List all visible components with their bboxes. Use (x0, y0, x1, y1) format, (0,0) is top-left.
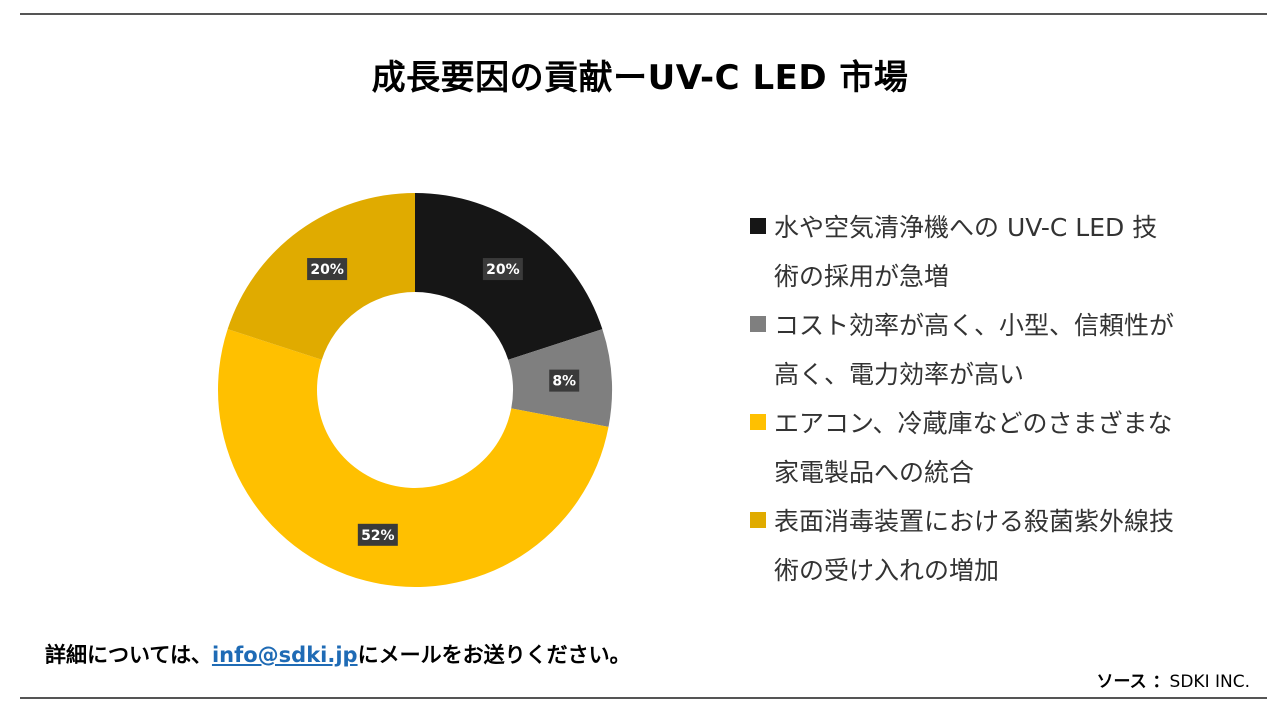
contact-note-prefix: 詳細については、 (45, 643, 212, 667)
chart-legend: 水や空気清浄機への UV-C LED 技 術の採用が急増 コスト効率が高く、小型… (750, 203, 1230, 595)
contact-note-suffix: にメールをお送りください。 (357, 643, 631, 667)
slice-data-label: 52% (357, 523, 398, 546)
legend-swatch (750, 414, 766, 430)
legend-label-line: 術の採用が急増 (774, 262, 950, 291)
legend-swatch (750, 316, 766, 332)
slice-label-background (357, 523, 398, 546)
slice-label-text: 20% (486, 262, 520, 278)
contact-email-link[interactable]: info@sdki.jp (211, 643, 358, 667)
legend-label-line: 高く、電力効率が高い (774, 360, 1025, 389)
top-rule (20, 13, 1267, 15)
legend-swatch (750, 512, 766, 528)
legend-item-cost-efficiency: コスト効率が高く、小型、信頼性が 高く、電力効率が高い (750, 301, 1230, 399)
slice-label-background (307, 258, 348, 281)
slice-label-text: 20% (310, 262, 344, 278)
legend-item-water-air-purifier: 水や空気清浄機への UV-C LED 技 術の採用が急増 (750, 203, 1230, 301)
slice-label-text: 52% (361, 528, 395, 544)
legend-label-line: コスト効率が高く、小型、信頼性が (774, 311, 1175, 340)
legend-label-line: 水や空気清浄機への UV-C LED 技 (774, 213, 1158, 242)
source-value: SDKI INC. (1169, 672, 1250, 692)
slice-label-background (549, 369, 580, 392)
legend-label-line: 表面消毒装置における殺菌紫外線技 (774, 507, 1175, 536)
slice-label-background (482, 258, 523, 281)
source-credit: ソース ：SDKI INC. (1096, 667, 1250, 692)
legend-item-surface-disinfection: 表面消毒装置における殺菌紫外線技 術の受け入れの増加 (750, 497, 1230, 595)
slice-data-label: 8% (549, 369, 580, 392)
chart-title: 成長要因の貢献ーUV-C LED 市場 (371, 58, 909, 98)
slice-data-label: 20% (482, 258, 523, 281)
bottom-rule (20, 697, 1267, 699)
legend-item-home-appliances: エアコン、冷蔵庫などのさまざまな 家電製品への統合 (750, 399, 1230, 497)
slice-label-text: 8% (552, 374, 576, 390)
slice-home-appliances (217, 329, 609, 588)
legend-label-line: 術の受け入れの増加 (774, 556, 1000, 585)
slice-data-label: 20% (307, 258, 348, 281)
donut-chart: 20% 8% 52% 20% (217, 193, 612, 588)
legend-label-line: 家電製品への統合 (774, 458, 975, 487)
contact-note: 詳細については、info@sdki.jpにメールをお送りください。 (45, 639, 631, 669)
legend-swatch (750, 218, 766, 234)
legend-label-line: エアコン、冷蔵庫などのさまざまな (774, 409, 1173, 438)
source-label: ソース ： (1096, 672, 1170, 692)
